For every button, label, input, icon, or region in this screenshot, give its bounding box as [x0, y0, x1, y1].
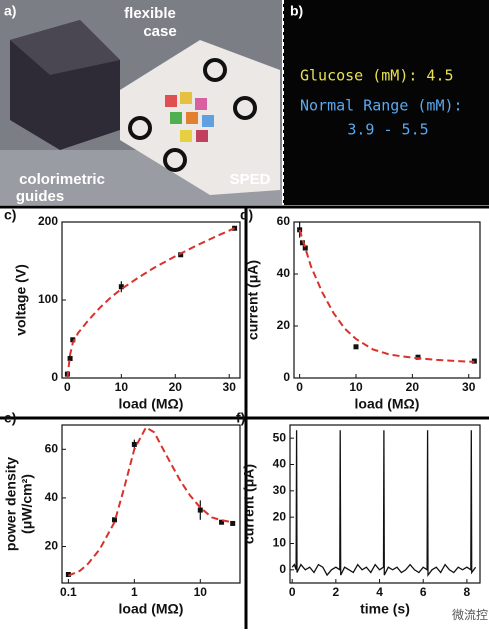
- x-tick-label: 30: [223, 380, 237, 394]
- y-tick-label: 10: [273, 536, 287, 550]
- separators: [0, 205, 489, 629]
- data-point: [131, 441, 137, 447]
- x-tick-label: 0: [296, 380, 303, 394]
- display-text: Normal Range (mM):: [300, 97, 463, 115]
- y-tick-label: 40: [273, 457, 287, 471]
- x-axis-label: time (s): [360, 601, 410, 617]
- photo-label: case: [143, 23, 176, 40]
- y-axis-label: current (μA): [241, 464, 257, 544]
- photo-label: SPED: [230, 171, 271, 188]
- electrodes: [128, 58, 257, 172]
- plot-frame: [289, 424, 481, 584]
- y-tick-label: 60: [45, 441, 59, 455]
- watermark: 微流控: [452, 608, 488, 622]
- x-tick-label: 0: [64, 380, 71, 394]
- plot-frame: [293, 221, 481, 379]
- data-point: [299, 240, 305, 246]
- x-tick-label: 2: [333, 585, 340, 599]
- y-axis-label: power density: [3, 457, 19, 551]
- x-tick-label: 10: [115, 380, 129, 394]
- y-tick-label: 0: [51, 370, 58, 384]
- y-tick-label: 100: [38, 292, 58, 306]
- x-tick-label: 0: [289, 585, 296, 599]
- display-text: Glucose (mM): 4.5: [300, 67, 454, 85]
- data-point: [302, 245, 308, 251]
- y-tick-label: 50: [273, 430, 287, 444]
- panel-label: a): [4, 3, 16, 19]
- data-point: [70, 337, 76, 343]
- data-point: [67, 356, 73, 361]
- y-tick-label: 20: [273, 509, 287, 523]
- sped-card: [120, 40, 280, 195]
- display: [283, 0, 489, 205]
- color-squares: [165, 92, 214, 142]
- y-tick-label: 0: [283, 370, 290, 384]
- x-tick-label: 6: [420, 585, 427, 599]
- panel-label: b): [290, 3, 303, 19]
- photo-label: flexible: [124, 5, 176, 22]
- display-text: 3.9 - 5.5: [347, 121, 428, 139]
- fit-curve: [68, 426, 233, 577]
- x-axis-label: load (MΩ): [119, 396, 184, 412]
- y-tick-label: 0: [279, 562, 286, 576]
- data-point: [353, 344, 359, 350]
- y-tick-label: 200: [38, 214, 58, 228]
- case-top: [10, 20, 120, 75]
- y-tick-label: 40: [45, 490, 59, 504]
- x-tick-label: 20: [169, 380, 183, 394]
- x-tick-label: 4: [376, 585, 383, 599]
- y-tick-label: 20: [277, 318, 291, 332]
- photo-label: colorimetric: [19, 171, 105, 188]
- x-tick-label: 10: [194, 585, 208, 599]
- y-tick-label: 60: [277, 214, 291, 228]
- y-tick-label: 30: [273, 483, 287, 497]
- data-point: [219, 519, 225, 525]
- data-point: [197, 507, 203, 513]
- data-line: [291, 430, 477, 578]
- x-axis-label: load (MΩ): [355, 396, 420, 412]
- x-tick-label: 8: [464, 585, 471, 599]
- data-point: [65, 571, 71, 577]
- fit-curve: [66, 227, 236, 379]
- panel-label: c): [4, 207, 16, 223]
- panel-label: e): [4, 410, 16, 426]
- y-tick-label: 20: [45, 539, 59, 553]
- x-tick-label: 0.1: [60, 585, 77, 599]
- x-axis-label: load (MΩ): [119, 601, 184, 617]
- x-tick-label: 10: [349, 380, 363, 394]
- y-tick-label: 40: [277, 266, 291, 280]
- y-axis-label: current (μA): [245, 260, 261, 340]
- panel-label: d): [240, 207, 253, 223]
- photo-label: guides: [16, 188, 64, 205]
- fit-curve: [298, 229, 475, 363]
- panel-label: f): [236, 410, 245, 426]
- x-tick-label: 20: [406, 380, 420, 394]
- data-point: [230, 520, 236, 526]
- x-tick-label: 1: [131, 585, 138, 599]
- y-axis-label: voltage (V): [13, 264, 29, 336]
- x-tick-label: 30: [462, 380, 476, 394]
- data-point: [118, 284, 124, 290]
- plot-frame: [61, 221, 241, 379]
- data-point: [415, 354, 421, 360]
- plot-frame: [61, 424, 241, 584]
- data-point: [178, 252, 184, 258]
- y-axis-label: (μW/cm²): [19, 474, 35, 534]
- data-point: [111, 517, 117, 523]
